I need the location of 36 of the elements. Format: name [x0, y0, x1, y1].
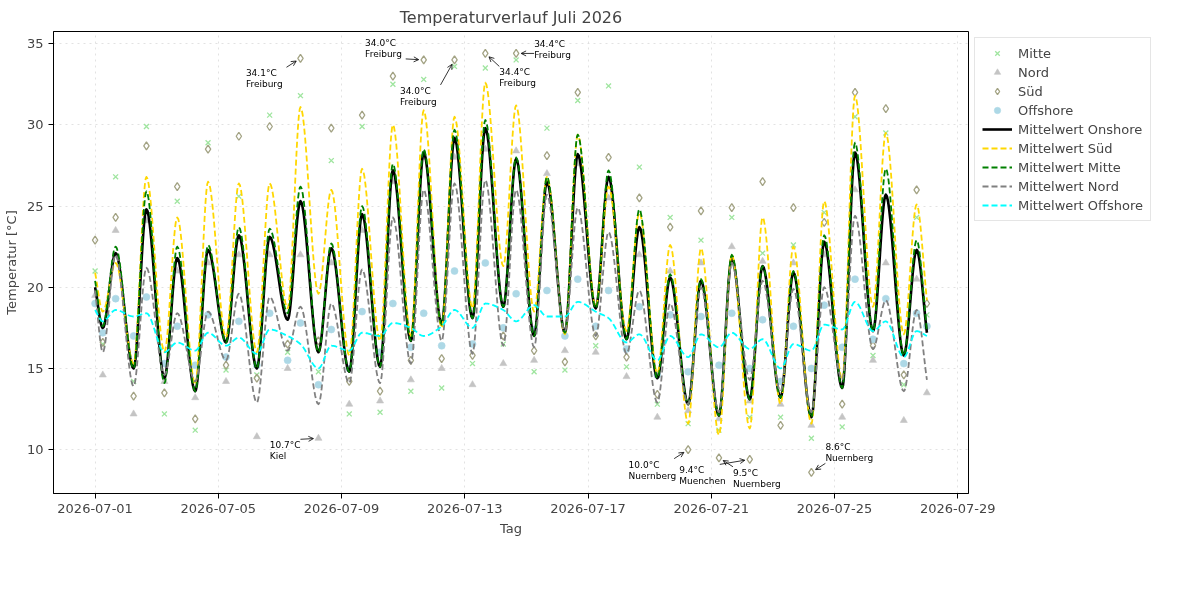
x-tick-label: 2026-07-17 [550, 500, 626, 516]
legend-label: Offshore [1018, 102, 1074, 118]
legend-label: Süd [1018, 83, 1043, 99]
y-tick-label: 30 [26, 117, 44, 133]
y-tick-label: 25 [26, 198, 44, 214]
y-tick-label: 35 [26, 36, 44, 52]
annotation: 8.6°C Nuernberg [825, 442, 874, 464]
x-tick-label: 2026-07-05 [180, 500, 257, 516]
annotation: 9.5°C Nuernberg [732, 467, 781, 489]
legend-label: Mittelwert Offshore [1018, 197, 1144, 213]
annotation: 10.7°C Kiel [269, 440, 301, 462]
annotation: 9.4°C Muenchen [679, 465, 726, 487]
x-tick-label: 2026-07-25 [796, 500, 873, 516]
y-tick-label: 20 [26, 279, 44, 295]
x-tick-label: 2026-07-09 [303, 500, 380, 516]
x-tick-label: 2026-07-21 [673, 500, 750, 516]
annotation: 34.1°C Freiburg [245, 68, 283, 90]
legend-label: Mittelwert Nord [1018, 178, 1119, 194]
x-tick-label: 2026-07-01 [57, 500, 133, 516]
annotation: 34.0°C Freiburg [365, 37, 402, 59]
x-axis-title: Tag [499, 520, 523, 536]
x-tick-label: 2026-07-29 [919, 500, 996, 516]
y-axis-title: Temperatur [°C] [3, 210, 19, 316]
chart-title: Temperaturverlauf Juli 2026 [398, 7, 623, 27]
annotation: 34.0°C Freiburg [399, 85, 437, 107]
y-tick-label: 15 [26, 360, 44, 376]
x-tick-label: 2026-07-13 [427, 500, 503, 516]
legend-label: Mittelwert Onshore [1018, 121, 1143, 137]
annotation: 34.4°C Freiburg [499, 67, 537, 89]
legend-label: Mittelwert Süd [1018, 140, 1113, 156]
legend-label: Mittelwert Mitte [1018, 159, 1121, 175]
legend-label: Nord [1018, 64, 1050, 80]
annotation: 10.0°C Nuernberg [628, 459, 677, 481]
annotation: 34.4°C Freiburg [534, 39, 571, 61]
y-tick-label: 10 [26, 442, 44, 458]
legend-label: Mitte [1018, 45, 1052, 61]
